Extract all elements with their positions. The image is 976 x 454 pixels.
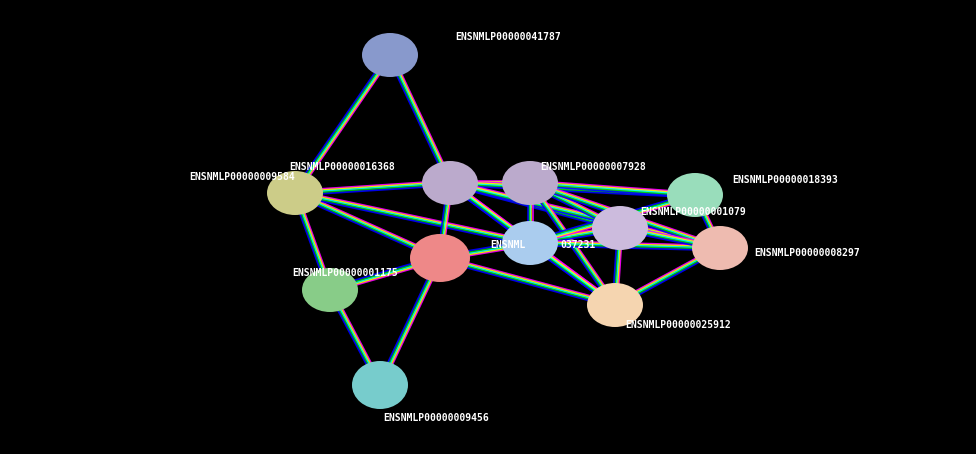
Ellipse shape — [592, 206, 648, 250]
Text: ENSNMLP00000041787: ENSNMLP00000041787 — [455, 32, 561, 42]
Ellipse shape — [502, 221, 558, 265]
Text: ENSNMLP00000025912: ENSNMLP00000025912 — [625, 320, 731, 330]
Ellipse shape — [362, 33, 418, 77]
Ellipse shape — [302, 268, 358, 312]
Ellipse shape — [422, 161, 478, 205]
Text: ENSNMLP00000018393: ENSNMLP00000018393 — [732, 175, 837, 185]
Text: ENSNML: ENSNML — [490, 240, 525, 250]
Ellipse shape — [352, 361, 408, 409]
Text: ENSNMLP00000009584: ENSNMLP00000009584 — [189, 172, 295, 182]
Text: 037231: 037231 — [560, 240, 595, 250]
Text: ENSNMLP00000008297: ENSNMLP00000008297 — [754, 248, 860, 258]
Text: ENSNMLP00000007928: ENSNMLP00000007928 — [540, 162, 646, 172]
Ellipse shape — [587, 283, 643, 327]
Ellipse shape — [692, 226, 748, 270]
Text: ENSNMLP00000009456: ENSNMLP00000009456 — [383, 413, 489, 423]
Ellipse shape — [502, 161, 558, 205]
Text: ENSNMLP00000001175: ENSNMLP00000001175 — [292, 268, 398, 278]
Ellipse shape — [410, 234, 470, 282]
Ellipse shape — [667, 173, 723, 217]
Ellipse shape — [267, 171, 323, 215]
Text: ENSNMLP00000016368: ENSNMLP00000016368 — [289, 162, 395, 172]
Text: ENSNMLP00000001079: ENSNMLP00000001079 — [640, 207, 746, 217]
